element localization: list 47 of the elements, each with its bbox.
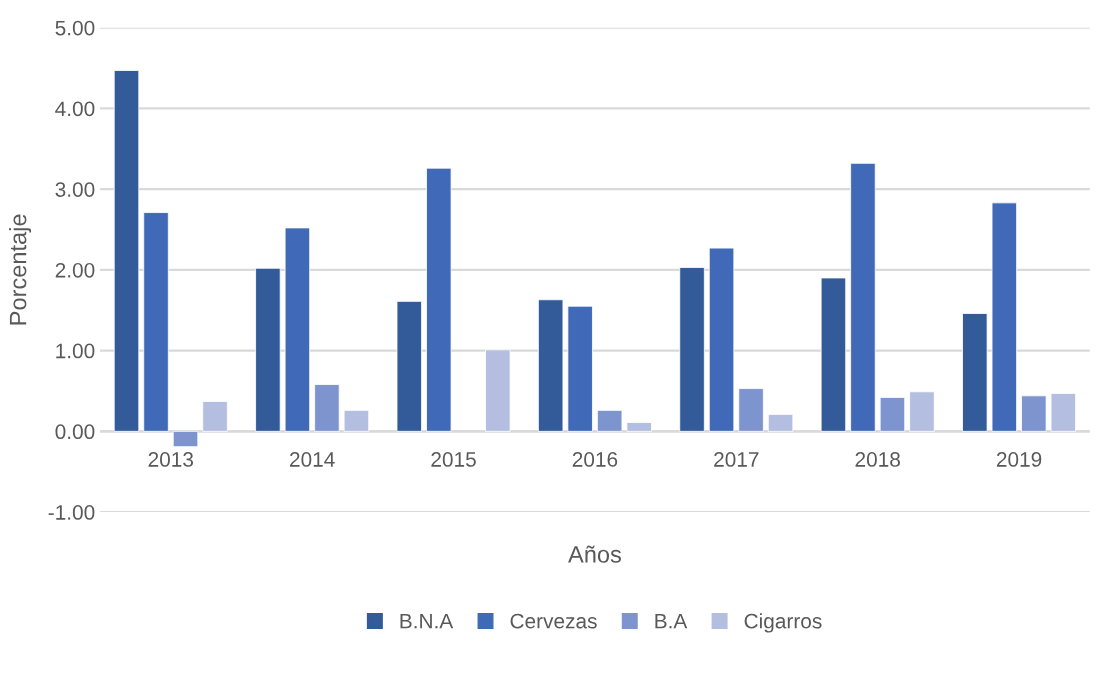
y-tick-label: 1.00 (56, 343, 95, 359)
x-tick-label: 2015 (431, 452, 476, 467)
legend-label: B.A (655, 613, 688, 629)
bar (343, 409, 370, 432)
legend-label: Cervezas (510, 613, 597, 629)
y-tick-label: 2.00 (55, 262, 95, 278)
bar (679, 267, 705, 432)
x-tick-label: 2017 (714, 452, 759, 467)
bar (820, 277, 847, 432)
y-tick-label: 3.00 (55, 182, 95, 197)
bar (738, 388, 764, 432)
bar (537, 299, 564, 432)
legend-label: Cigarros (744, 613, 822, 633)
bar (255, 267, 281, 432)
y-tick-label: 0.00 (55, 424, 95, 440)
bar (143, 212, 169, 432)
x-tick-label: 2019 (996, 452, 1042, 467)
bar (1050, 392, 1077, 432)
bar (626, 422, 652, 432)
x-axis-title: Años (568, 545, 621, 563)
bar (202, 401, 228, 432)
bar (850, 162, 876, 432)
x-tick-label: 2016 (572, 452, 618, 467)
y-tick-label: 4.00 (55, 101, 95, 117)
bar (314, 384, 340, 432)
bar (426, 167, 452, 432)
bar (991, 202, 1018, 432)
x-tick-label: 2014 (290, 452, 335, 467)
bar (962, 313, 988, 432)
y-axis-title: Porcentaje (9, 214, 32, 325)
bar (1021, 395, 1047, 432)
bar (567, 305, 593, 432)
bar (596, 409, 623, 432)
bar (767, 413, 794, 432)
bar (485, 349, 511, 432)
legend-label: B.N.A (400, 613, 454, 629)
bar (113, 70, 140, 432)
bar (284, 227, 311, 432)
bar (909, 391, 935, 432)
bar (879, 397, 906, 432)
y-tick-label: -1.00 (48, 505, 95, 520)
bar (172, 430, 199, 448)
bar (708, 247, 735, 432)
x-tick-label: 2013 (148, 452, 194, 467)
bar (396, 300, 422, 432)
y-tick-label: 5.00 (55, 20, 95, 36)
x-tick-label: 2018 (855, 452, 900, 467)
